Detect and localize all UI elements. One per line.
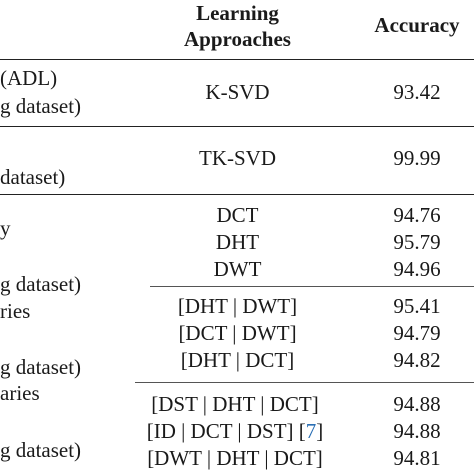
accuracy-cell: 95.79 — [393, 230, 441, 254]
approach-text: [ID | DCT | DST] [ — [146, 419, 306, 443]
left-text-adl: (ADL) — [0, 66, 58, 90]
approach-cell: TK-SVD — [199, 146, 276, 170]
approach-cell: DHT — [215, 230, 260, 254]
approach-cell: [DHT | DCT] — [180, 348, 295, 372]
left-text-dataset-2: dataset) — [0, 165, 66, 189]
approach-cell: DWT — [213, 257, 262, 281]
accuracy-cell: 94.88 — [393, 419, 441, 443]
accuracy-cell: 94.82 — [393, 348, 441, 372]
approach-cell: [DWT | DHT | DCT] — [147, 446, 323, 470]
accuracy-cell: 99.99 — [393, 146, 441, 170]
accuracy-cell: 94.81 — [393, 446, 441, 470]
left-text-dataset-1: g dataset) — [0, 94, 82, 118]
section-rule — [0, 126, 474, 127]
left-text-dataset-5: g dataset) — [0, 438, 82, 462]
approach-cell: [ID | DCT | DST] [7] — [135, 419, 335, 443]
left-text-dataset-3: g dataset) — [0, 272, 82, 296]
accuracy-cell: 94.76 — [393, 203, 441, 227]
left-text-dataset-4: g dataset) — [0, 355, 82, 379]
section-rule — [0, 194, 474, 195]
header-approaches-line1: Learning — [196, 1, 279, 25]
accuracy-cell: 94.96 — [393, 257, 441, 281]
citation-link[interactable]: 7 — [305, 419, 317, 443]
header-approaches-line2: Approaches — [184, 27, 291, 51]
left-text-ries: ries — [0, 299, 31, 323]
approach-cell: [DHT | DWT] — [177, 294, 298, 318]
header-learning-approaches: Learning Approaches — [150, 0, 325, 52]
left-text-aries: aries — [0, 381, 40, 405]
section-rule — [150, 286, 474, 287]
header-accuracy: Accuracy — [374, 13, 460, 37]
header-rule — [0, 59, 474, 60]
approach-cell: K-SVD — [205, 80, 270, 104]
accuracy-cell: 93.42 — [393, 80, 441, 104]
approach-cell: [DCT | DWT] — [178, 321, 297, 345]
approach-cell: [DST | DHT | DCT] — [151, 392, 319, 416]
section-rule — [135, 382, 474, 383]
left-text-y: y — [0, 216, 11, 240]
accuracy-cell: 94.88 — [393, 392, 441, 416]
accuracy-cell: 95.41 — [393, 294, 441, 318]
accuracy-cell: 94.79 — [393, 321, 441, 345]
approach-text-end: ] — [316, 419, 324, 443]
approach-cell: DCT — [216, 203, 259, 227]
